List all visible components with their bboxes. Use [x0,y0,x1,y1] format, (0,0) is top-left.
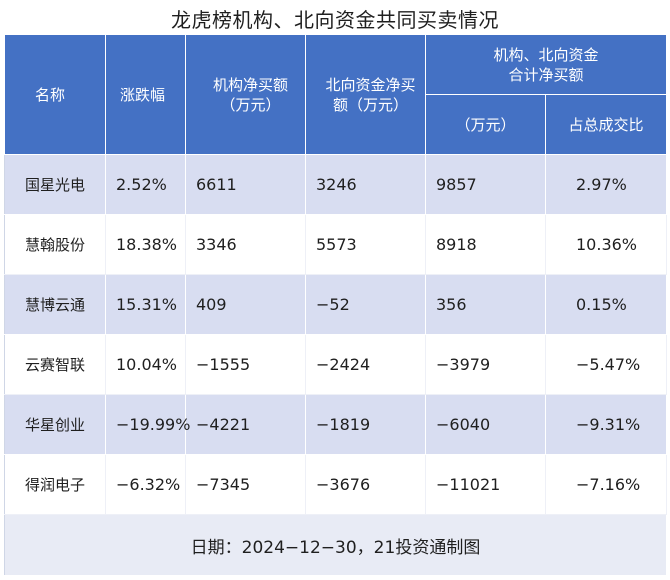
cell-combined: −11021 [425,454,546,515]
cell-ratio: 2.97% [545,154,668,215]
header-ratio: 占总成交比 [544,94,668,155]
header-inst-net: 机构净买额 （万元） [185,34,306,155]
cell-ratio: −7.16% [545,454,668,515]
table-row: 国星光电 2.52% 6611 3246 9857 2.97% [4,154,668,215]
header-north-net-line1: 北向资金净买 [325,75,416,94]
header-combined-line1: 机构、北向资金 [493,45,599,64]
cell-combined: −3979 [425,334,546,395]
cell-north-net: 3246 [305,154,426,215]
table-row: 慧翰股份 18.38% 3346 5573 8918 10.36% [4,214,668,275]
cell-change: −19.99% [105,394,190,455]
cell-ratio: 10.36% [545,214,668,275]
header-inst-net-line2: （万元） [220,95,281,114]
cell-north-net: −2424 [305,334,426,395]
header-combined-line2: 合计净买额 [508,65,584,84]
cell-name: 云赛智联 [4,334,106,395]
header-combined-group: 机构、北向资金 合计净买额 [424,34,668,95]
cell-name: 慧翰股份 [4,214,106,275]
cell-combined: 356 [425,274,546,335]
cell-name: 国星光电 [4,154,106,215]
cell-ratio: −9.31% [545,394,668,455]
header-north-net-line2: 额（万元） [332,95,408,114]
cell-name: 得润电子 [4,454,106,515]
header-ratio-label: 占总成交比 [568,115,644,134]
header-name: 名称 [4,34,106,155]
header-north-net: 北向资金净买 额（万元） [305,34,426,155]
table-row: 华星创业 −19.99% −4221 −1819 −6040 −9.31% [4,394,668,455]
cell-inst-net: 409 [185,274,306,335]
cell-ratio: −5.47% [545,334,668,395]
cell-inst-net: 6611 [185,154,306,215]
header-change-label: 涨跌幅 [120,85,166,104]
header-change: 涨跌幅 [105,34,186,155]
table-row: 云赛智联 10.04% −1555 −2424 −3979 −5.47% [4,334,668,395]
table-title: 龙虎榜机构、北向资金共同买卖情况 [171,8,499,32]
cell-combined: 8918 [425,214,546,275]
footer-row: 日期：2024−12−30，21投资通制图 [4,514,668,576]
cell-change: 2.52% [105,154,186,215]
cell-north-net: 5573 [305,214,426,275]
cell-combined: −6040 [425,394,546,455]
cell-change: −6.32% [105,454,186,515]
header-combined-unit-label: （万元） [455,115,516,134]
table-row: 慧博云通 15.31% 409 −52 356 0.15% [4,274,668,335]
header-combined-unit: （万元） [425,94,546,155]
header-inst-net-line1: 机构净买额 [212,75,288,94]
cell-name: 华星创业 [4,394,106,455]
cell-change: 18.38% [105,214,186,275]
header-name-label: 名称 [35,85,66,104]
cell-combined: 9857 [425,154,546,215]
cell-inst-net: −7345 [185,454,306,515]
source-footer: 日期：2024−12−30，21投资通制图 [4,514,668,576]
cell-ratio: 0.15% [545,274,668,335]
cell-name: 慧博云通 [4,274,106,335]
cell-change: 15.31% [105,274,186,335]
cell-inst-net: −4221 [185,394,306,455]
cell-inst-net: −1555 [185,334,306,395]
cell-inst-net: 3346 [185,214,306,275]
table-row: 得润电子 −6.32% −7345 −3676 −11021 −7.16% [4,454,668,515]
cell-change: 10.04% [105,334,186,395]
trading-table: 名称 涨跌幅 机构净买额 （万元） 北向资金净买 额（万元） 机构、北向资金 合… [4,34,668,576]
cell-north-net: −1819 [305,394,426,455]
cell-north-net: −3676 [305,454,426,515]
cell-north-net: −52 [305,274,426,335]
